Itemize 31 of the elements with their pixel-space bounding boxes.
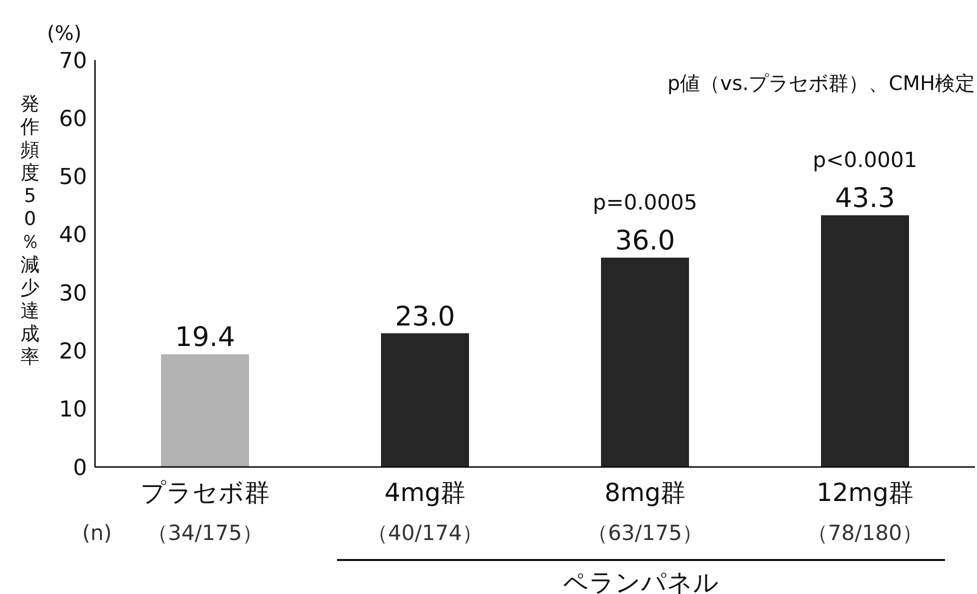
- text: 発作頻度50％減少達成率: [20, 93, 40, 368]
- bar: [821, 215, 909, 467]
- data-label: 36.0: [614, 226, 676, 257]
- y-tick-label: 20: [59, 340, 87, 365]
- text: （78/180）: [807, 521, 923, 545]
- y-tick-label: 70: [59, 48, 87, 74]
- bar: [161, 354, 249, 467]
- annotation: p<0.0001: [812, 148, 918, 172]
- data-label: 23.0: [394, 301, 456, 332]
- y-tick-label: 0: [73, 456, 87, 481]
- x-tick-label: 8mg群: [604, 478, 686, 507]
- annotation: p=0.0005: [592, 190, 698, 215]
- text: （40/174）: [367, 521, 483, 545]
- text: （63/175）: [587, 521, 703, 545]
- text: ペランパネル: [563, 568, 719, 594]
- x-tick-label: プラセボ群: [140, 478, 270, 507]
- data-label: 43.3: [834, 183, 896, 214]
- y-tick-label: 40: [59, 223, 87, 248]
- y-tick-label: 50: [59, 165, 87, 190]
- data-label: 19.4: [174, 322, 236, 354]
- y-tick-label: 60: [59, 106, 87, 132]
- x-tick-label: 12mg群: [816, 478, 914, 507]
- y-tick-label: 30: [59, 281, 87, 306]
- bar: [601, 258, 689, 467]
- annotation: p値（vs.プラセボ群）、CMH検定: [667, 71, 975, 95]
- bar: [381, 333, 469, 467]
- text: (%): [47, 21, 82, 45]
- text: （34/175）: [147, 521, 263, 545]
- x-tick-label: 4mg群: [384, 478, 466, 507]
- text: (n): [82, 521, 112, 545]
- y-tick-label: 10: [59, 398, 87, 423]
